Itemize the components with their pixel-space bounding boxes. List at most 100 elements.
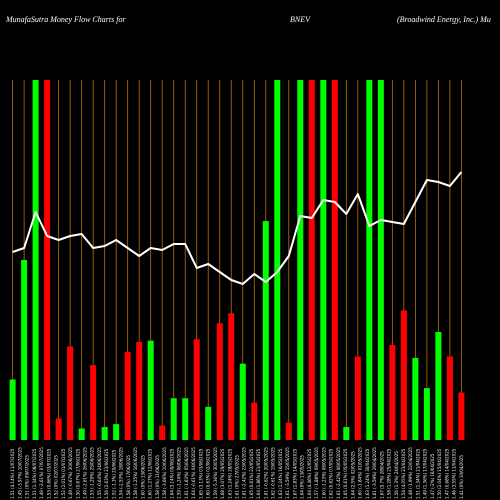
x-tick-label: 1.58 (-1.25%) 16/06/2025: [133, 447, 138, 499]
volume-bar: [262, 221, 269, 440]
x-tick-label: 1.41 (0%) 10/04/2025: [459, 455, 464, 499]
x-tick-label: 1.51 (1.34%) 08/07/2025: [32, 448, 37, 499]
volume-bar: [90, 365, 97, 440]
x-tick-label: 1.61 (-3.59%) 29/04/2025: [372, 447, 377, 499]
x-tick-label: 1.61 (-1.83%) 05/06/2025: [184, 447, 189, 499]
volume-bar: [239, 363, 246, 440]
x-tick-label: 1.56 (2.63%) 23/06/2025: [104, 448, 109, 499]
x-tick-label: 1.63 (1.24%) 30/04/2025: [365, 448, 370, 499]
x-tick-label: 1.56 (1.3%) 24/04/2025: [394, 451, 399, 499]
volume-bar: [67, 346, 74, 440]
chart-title-ticker: BNEV: [290, 15, 310, 24]
x-tick-label: 1.47 (-2%) 16/04/2025: [430, 453, 435, 499]
volume-bar: [182, 398, 189, 440]
x-tick-label: 1.60 (1.27%) 12/06/2025: [148, 448, 153, 499]
x-tick-label: 1.62 (0.62%) 07/05/2025: [329, 448, 334, 499]
x-tick-label: 1.54 (-2.53%) 18/06/2025: [119, 447, 124, 499]
x-tick-label: 1.51 (1.34%) 21/04/2025: [415, 448, 420, 499]
volume-bar: [412, 357, 419, 440]
x-tick-label: 1.52 (2.01%) 01/07/2025: [61, 448, 66, 499]
volume-bar: [354, 356, 361, 440]
x-tick-label: 1.62 (-0.61%) 19/05/2025: [271, 447, 276, 499]
x-axis-labels: 1.51 (4.14%) 11/07/2025 1.45 (-3.97%) 10/…: [10, 447, 464, 499]
money-flow-line: [12, 171, 463, 285]
x-tick-label: 1.67 (5.7%) 28/04/2025: [379, 451, 384, 499]
chart-title-company: (Broadwind Energy, Inc.) Mu: [397, 15, 491, 24]
x-tick-label: 1.58 (-3.66%) 10/06/2025: [162, 447, 167, 499]
x-tick-label: 1.55 (-0.64%) 24/06/2025: [97, 447, 102, 499]
x-tick-label: 1.60 (0%) 13/06/2025: [140, 455, 145, 499]
x-tick-label: 1.65 (0.61%) 22/05/2025: [249, 448, 254, 499]
volume-bar: [193, 339, 200, 440]
volume-bar: [366, 80, 373, 440]
x-tick-label: 1.51 (4.14%) 11/07/2025: [10, 448, 15, 499]
x-tick-label: 1.57 (-1.88%) 09/05/2025: [314, 447, 319, 499]
volume-bar: [170, 398, 177, 440]
x-tick-label: 1.65 (3.13%) 03/06/2025: [198, 448, 203, 499]
volume-bar: [389, 344, 396, 440]
x-tick-label: 1.60 (0.63%) 02/06/2025: [206, 448, 211, 499]
x-tick-label: 1.47 (0.68%) 14/04/2025: [444, 448, 449, 499]
volume-bar: [446, 356, 453, 440]
volume-bar: [274, 80, 281, 440]
volume-bar: [9, 379, 16, 440]
x-tick-label: 1.64 (2.5%) 02/05/2025: [350, 451, 355, 499]
chart-title-left: MunafaSutra Money Flow Charts for: [6, 15, 126, 24]
volume-bar: [124, 352, 131, 440]
x-tick-label: 1.64 (-0.61%) 04/06/2025: [191, 447, 196, 499]
volume-bars: [9, 80, 465, 440]
volume-bar: [21, 260, 28, 440]
x-tick-label: 1.45 (-3.97%) 10/07/2025: [17, 447, 22, 499]
x-tick-label: 1.61 (-2.42%) 06/05/2025: [336, 447, 341, 499]
volume-bar: [423, 388, 430, 440]
x-tick-label: 1.63 (1.24%) 28/05/2025: [227, 448, 232, 499]
volume-bar: [308, 80, 315, 440]
volume-bar: [216, 323, 223, 440]
x-tick-label: 1.52 (-1.3%) 20/06/2025: [111, 449, 116, 499]
volume-bar: [101, 427, 108, 440]
volume-bar: [44, 80, 51, 440]
x-tick-label: 1.49 (-0.67%) 30/06/2025: [68, 447, 73, 499]
x-tick-label: 1.58 (0%) 17/06/2025: [126, 455, 131, 499]
volume-bar: [251, 402, 258, 440]
x-tick-label: 1.64 (1.86%) 21/05/2025: [256, 448, 261, 499]
volume-bar: [136, 342, 143, 440]
x-tick-label: 1.54 (4.05%) 23/04/2025: [401, 448, 406, 499]
x-tick-label: 1.52 (0%) 02/07/2025: [54, 455, 59, 499]
volume-bar: [331, 80, 338, 440]
volume-bar: [435, 332, 442, 440]
x-tick-label: 1.61 (-3.59%) 15/05/2025: [285, 447, 290, 499]
x-tick-label: 1.58 (1.28%) 25/04/2025: [387, 448, 392, 499]
x-tick-label: 1.50 (0.67%) 27/06/2025: [75, 448, 80, 499]
x-tick-label: 1.49 (-2.61%) 07/07/2025: [39, 447, 44, 499]
x-tick-label: 1.49 (-2.61%) 26/06/2025: [82, 447, 87, 499]
money-flow-line-group: [12, 171, 463, 285]
volume-bar: [320, 80, 327, 440]
x-tick-label: 1.59 (-5.36%) 30/05/2025: [213, 447, 218, 499]
x-tick-label: 1.63 (1.24%) 16/05/2025: [278, 448, 283, 499]
x-tick-label: 1.64 (3.14%) 09/06/2025: [169, 448, 174, 499]
x-tick-label: 1.59 (-1.24%) 06/06/2025: [177, 447, 182, 499]
volume-bar: [228, 313, 235, 440]
volume-bar: [343, 427, 350, 440]
x-tick-label: 1.67 (1.83%) 14/05/2025: [292, 448, 297, 499]
x-tick-label: 1.68 (3.07%) 29/05/2025: [220, 448, 225, 499]
volume-bar: [285, 422, 292, 440]
x-tick-label: 1.53 (0.66%) 03/07/2025: [46, 448, 51, 499]
volume-bar: [400, 310, 407, 440]
volume-bar: [297, 80, 304, 440]
x-tick-label: 1.46 (3.55%) 11/04/2025: [452, 448, 457, 499]
x-tick-label: 1.61 (-0.62%) 20/05/2025: [263, 447, 268, 499]
volume-bar: [147, 340, 154, 440]
x-tick-label: 1.60 (-1.84%) 01/05/2025: [358, 447, 363, 499]
x-tick-label: 1.64 (4.46%) 12/05/2025: [307, 448, 312, 499]
volume-bar: [55, 418, 62, 440]
x-tick-label: 1.53 (-1.29%) 25/06/2025: [90, 447, 95, 499]
x-tick-label: 1.60 (-1.23%) 08/05/2025: [321, 447, 326, 499]
x-tick-label: 1.65 (0.61%) 05/05/2025: [343, 448, 348, 499]
volume-bar: [78, 428, 85, 440]
x-tick-label: 1.64 (0%) 13/05/2025: [300, 455, 305, 499]
volume-bar: [458, 392, 465, 440]
x-tick-label: 1.61 (0%) 27/05/2025: [235, 455, 240, 499]
